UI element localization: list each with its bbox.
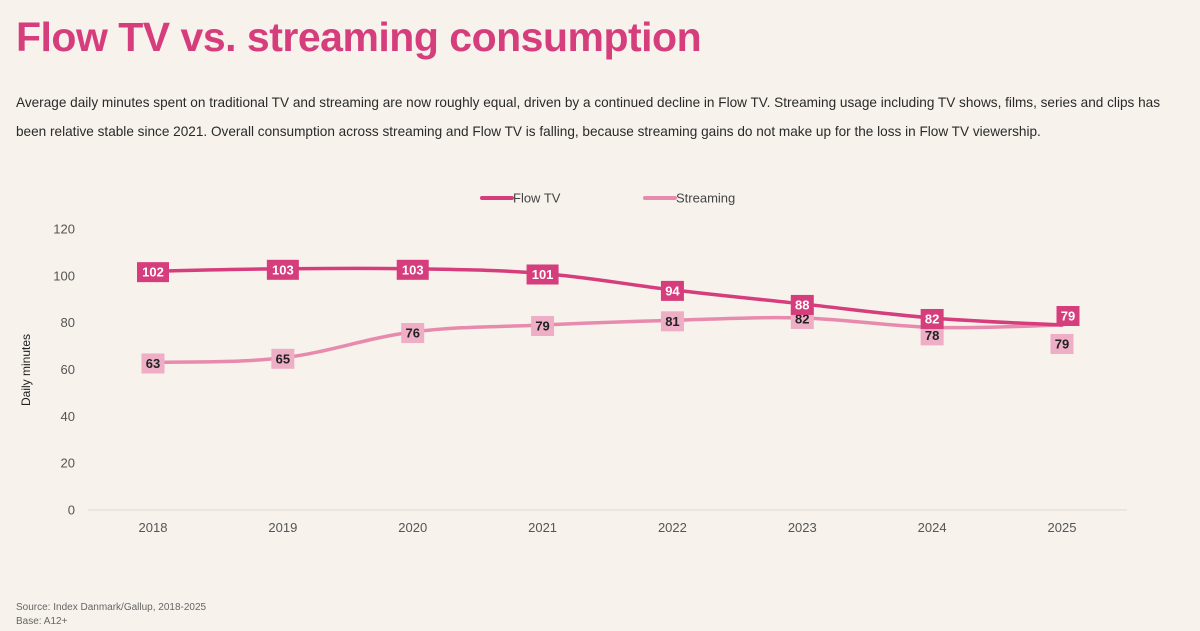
data-label-text: 65 — [276, 351, 290, 366]
data-label-text: 81 — [665, 314, 679, 329]
x-tick-label: 2021 — [528, 520, 557, 535]
data-label-box — [660, 280, 684, 301]
data-label-streaming: 63 — [141, 353, 165, 374]
data-label-box — [790, 294, 814, 315]
data-label-text: 79 — [1061, 309, 1075, 324]
data-label-box — [660, 311, 684, 332]
x-tick-label: 2024 — [918, 520, 947, 535]
x-tick-label: 2022 — [658, 520, 687, 535]
data-label-text: 102 — [142, 265, 164, 280]
data-label-box — [920, 325, 944, 346]
legend-item-streaming[interactable]: Streaming — [643, 191, 735, 206]
data-label-box — [401, 323, 425, 344]
data-label-text: 82 — [795, 311, 809, 326]
x-tick-label: 2018 — [139, 520, 168, 535]
data-label-text: 103 — [402, 262, 424, 277]
data-label-streaming: 79 — [1050, 334, 1074, 355]
base-text: Base: A12+ — [16, 616, 68, 627]
y-tick-label: 120 — [53, 222, 75, 237]
data-label-box — [137, 262, 169, 283]
data-label-flow-tv: 103 — [396, 259, 429, 280]
data-label-box — [266, 259, 299, 280]
data-label-text: 78 — [925, 328, 939, 343]
x-tick-label: 2020 — [398, 520, 427, 535]
source-note: Source: Index Danmark/Gallup, 2018-2025 … — [16, 601, 206, 629]
chart-subtitle: Average daily minutes spent on tradition… — [16, 95, 1161, 139]
data-label-flow-tv: 79 — [1056, 306, 1080, 327]
source-text: Source: Index Danmark/Gallup, 2018-2025 — [16, 602, 207, 613]
legend-item-flow-tv[interactable]: Flow TV — [480, 191, 561, 206]
y-tick-label: 20 — [61, 456, 75, 471]
data-label-flow-tv: 94 — [660, 280, 684, 301]
chart-title: Flow TV vs. streaming consumption — [16, 14, 702, 60]
data-label-text: 79 — [535, 319, 549, 334]
data-label-flow-tv: 88 — [790, 294, 814, 315]
y-tick-label: 80 — [61, 315, 75, 330]
series-line-streaming — [151, 315, 1064, 365]
y-tick-label: 60 — [61, 362, 75, 377]
data-label-streaming: 65 — [271, 348, 295, 369]
legend-label: Flow TV — [513, 191, 561, 206]
y-axis-title: Daily minutes — [19, 334, 33, 406]
y-tick-label: 40 — [61, 409, 75, 424]
data-label-box — [1056, 306, 1080, 327]
data-label-box — [141, 353, 165, 374]
data-label-text: 76 — [405, 326, 419, 341]
data-label-text: 79 — [1055, 337, 1069, 352]
data-label-text: 82 — [925, 311, 939, 326]
data-label-flow-tv: 103 — [266, 259, 299, 280]
data-label-box — [1050, 334, 1074, 355]
data-label-streaming: 76 — [401, 323, 425, 344]
x-tick-label: 2025 — [1048, 520, 1077, 535]
data-label-box — [271, 348, 295, 369]
data-label-box — [526, 264, 559, 285]
data-label-box — [531, 316, 555, 337]
y-tick-label: 100 — [53, 268, 75, 283]
data-label-streaming: 79 — [531, 316, 555, 337]
data-label-text: 101 — [532, 267, 554, 282]
data-label-streaming: 78 — [920, 325, 944, 346]
data-label-box — [920, 308, 944, 329]
data-label-flow-tv: 102 — [137, 262, 169, 283]
data-label-streaming: 81 — [660, 311, 684, 332]
data-label-flow-tv: 82 — [920, 308, 944, 329]
line-chart: Flow TV Streaming 0 20 40 60 80 100 120 2018 2019… — [19, 191, 1127, 535]
chart-axes: 0 20 40 60 80 100 120 2018 2019 2020 2021 2022 2023 2… — [19, 222, 1127, 535]
data-label-flow-tv: 101 — [526, 264, 559, 285]
data-label-text: 63 — [146, 356, 160, 371]
legend-label: Streaming — [676, 191, 735, 206]
x-tick-label: 2023 — [788, 520, 817, 535]
y-tick-label: 0 — [68, 503, 75, 518]
x-tick-label: 2019 — [268, 520, 297, 535]
data-label-text: 103 — [272, 262, 294, 277]
data-label-text: 88 — [795, 297, 809, 312]
data-label-text: 94 — [665, 283, 680, 298]
chart-legend[interactable]: Flow TV Streaming — [480, 191, 735, 206]
data-label-box — [396, 259, 429, 280]
